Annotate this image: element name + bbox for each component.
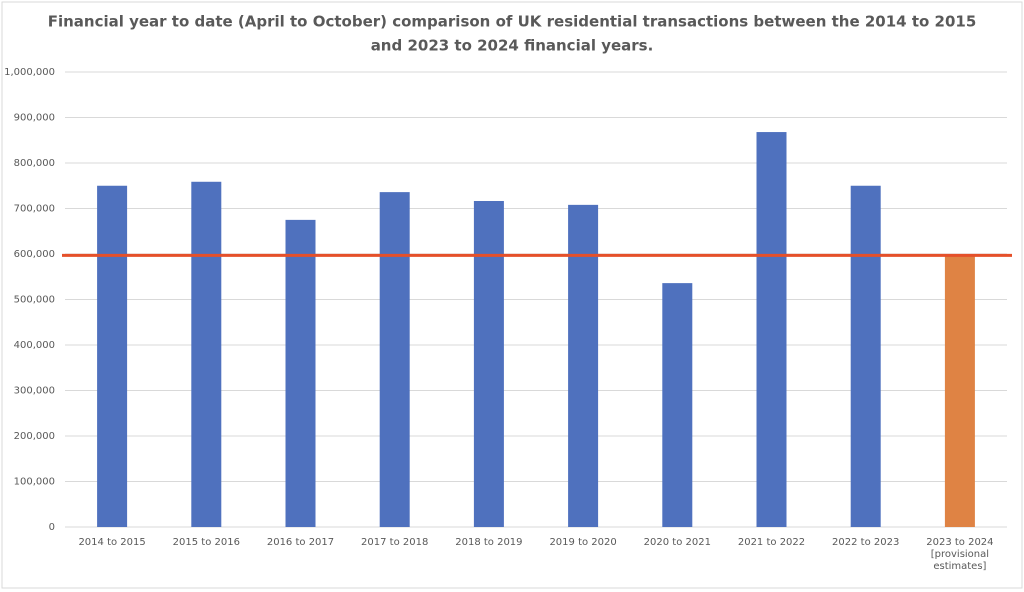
bar — [191, 181, 222, 527]
bar — [756, 132, 787, 527]
y-tick-label: 700,000 — [14, 204, 55, 215]
chart-title: and 2023 to 2024 financial years. — [371, 37, 654, 55]
x-tick-label: 2023 to 2024 [provisional estimates] — [926, 537, 994, 572]
bar — [944, 255, 975, 527]
bar — [850, 185, 881, 527]
y-tick-label: 1,000,000 — [4, 67, 55, 78]
y-tick-label: 0 — [49, 522, 55, 533]
bar — [285, 219, 316, 527]
x-tick-label: 2021 to 2022 — [737, 537, 806, 548]
bar — [97, 185, 128, 527]
bar — [568, 204, 599, 528]
y-tick-label: 200,000 — [14, 431, 55, 442]
y-tick-label: 600,000 — [14, 249, 55, 260]
x-tick-label: 2016 to 2017 — [266, 537, 335, 548]
y-tick-label: 900,000 — [14, 113, 55, 124]
x-tick-label: 2014 to 2015 — [78, 537, 146, 548]
x-tick-label: 2022 to 2023 — [832, 537, 900, 548]
x-tick-label: 2019 to 2020 — [549, 537, 617, 548]
x-tick-label: 2020 to 2021 — [643, 537, 711, 548]
x-tick-label: 2015 to 2016 — [172, 537, 240, 548]
x-tick-label: 2018 to 2019 — [455, 537, 523, 548]
chart-title: Financial year to date (April to October… — [48, 13, 977, 31]
x-tick-label: 2017 to 2018 — [361, 537, 429, 548]
y-tick-label: 100,000 — [14, 477, 55, 488]
y-tick-label: 400,000 — [14, 340, 55, 351]
y-tick-label: 300,000 — [14, 386, 55, 397]
bar — [473, 200, 504, 527]
y-tick-label: 500,000 — [14, 295, 55, 306]
y-tick-label: 800,000 — [14, 158, 55, 169]
bar — [379, 192, 410, 527]
bar — [662, 283, 693, 527]
